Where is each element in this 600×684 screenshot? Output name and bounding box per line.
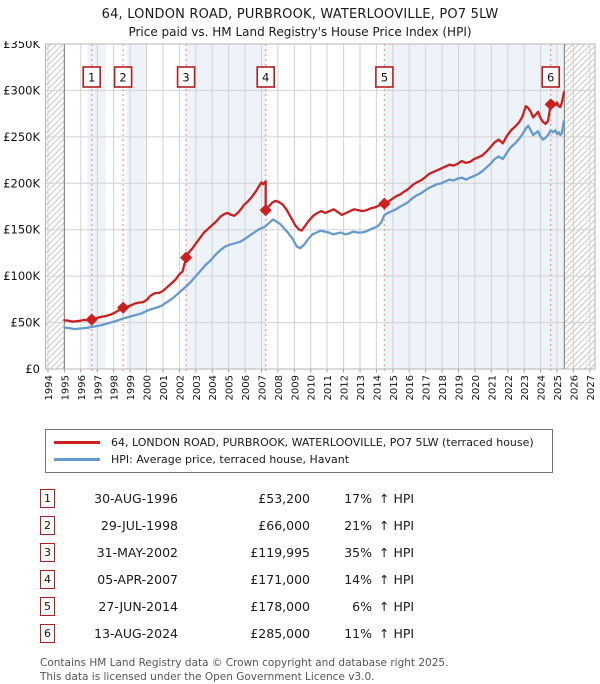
- sale-hpi-direction: ↑ HPI: [379, 626, 415, 641]
- svg-text:2024: 2024: [537, 375, 548, 400]
- svg-text:2026: 2026: [569, 375, 580, 400]
- svg-text:£200K: £200K: [3, 176, 40, 190]
- svg-text:£350K: £350K: [3, 41, 40, 51]
- sale-number-badge: 3: [40, 543, 55, 562]
- svg-text:5: 5: [381, 71, 388, 85]
- sale-number-badge: 2: [40, 516, 55, 535]
- chart-legend: 64, LONDON ROAD, PURBROOK, WATERLOOVILLE…: [45, 429, 553, 473]
- sale-hpi-direction: ↑ HPI: [379, 599, 415, 614]
- sale-hpi-percent: 35%: [344, 545, 372, 560]
- svg-text:1998: 1998: [110, 375, 121, 400]
- price-history-chart[interactable]: 1 2 3 4 5 6 £0 £50K £100K £150K £200K £250K £300K £35…: [0, 37, 600, 427]
- sale-hpi-direction: ↑ HPI: [379, 545, 415, 560]
- legend-line-sample: [54, 441, 100, 444]
- sale-date: 27-JUN-2014: [98, 599, 178, 614]
- sale-hpi-direction: ↑ HPI: [379, 518, 415, 533]
- sale-price: £285,000: [250, 626, 310, 641]
- sale-hpi-percent: 14%: [344, 572, 372, 587]
- legend-row: HPI: Average price, terraced house, Hava…: [54, 451, 546, 468]
- sale-price: £119,995: [250, 545, 310, 560]
- sale-price: £171,000: [250, 572, 310, 587]
- sale-row: 2 29-JUL-1998 £66,000 21% ↑ HPI: [40, 512, 600, 539]
- svg-text:6: 6: [547, 71, 554, 85]
- sale-date: 30-AUG-1996: [94, 491, 178, 506]
- svg-text:2008: 2008: [274, 375, 285, 400]
- svg-text:2010: 2010: [307, 375, 318, 400]
- sale-row: 3 31-MAY-2002 £119,995 35% ↑ HPI: [40, 539, 600, 566]
- sale-number-badge: 4: [40, 570, 55, 589]
- sales-table: 1 30-AUG-1996 £53,200 17% ↑ HPI 2 29-JUL…: [40, 485, 600, 647]
- svg-text:2021: 2021: [487, 375, 498, 400]
- sale-hpi-percent: 6%: [352, 599, 372, 614]
- page-subtitle: Price paid vs. HM Land Registry's House …: [128, 25, 472, 39]
- svg-text:2027: 2027: [586, 375, 597, 400]
- sale-hpi-percent: 21%: [344, 518, 372, 533]
- svg-text:2019: 2019: [455, 375, 466, 400]
- sale-date: 29-JUL-1998: [100, 518, 178, 533]
- svg-text:1999: 1999: [126, 375, 137, 400]
- sale-hpi-percent: 11%: [344, 626, 372, 641]
- svg-text:2023: 2023: [520, 375, 531, 400]
- svg-text:£250K: £250K: [3, 130, 40, 144]
- svg-text:2004: 2004: [208, 375, 219, 400]
- svg-text:£50K: £50K: [11, 316, 41, 330]
- license-line-1: Contains HM Land Registry data © Crown c…: [40, 657, 449, 669]
- svg-text:£0: £0: [25, 362, 40, 376]
- svg-text:2015: 2015: [389, 375, 400, 400]
- sale-number-badge: 5: [40, 597, 55, 616]
- license-line-2: This data is licensed under the Open Gov…: [40, 670, 375, 683]
- svg-text:2001: 2001: [159, 375, 170, 400]
- svg-text:1995: 1995: [60, 375, 71, 400]
- svg-text:2011: 2011: [323, 375, 334, 400]
- svg-text:2022: 2022: [504, 375, 515, 400]
- sale-number-badge: 1: [40, 489, 55, 508]
- svg-text:1994: 1994: [44, 375, 55, 400]
- page-title: 64, LONDON ROAD, PURBROOK, WATERLOOVILLE…: [101, 7, 499, 22]
- sale-row: 1 30-AUG-1996 £53,200 17% ↑ HPI: [40, 485, 600, 512]
- svg-text:1: 1: [88, 71, 95, 85]
- sale-hpi-percent: 17%: [344, 491, 372, 506]
- svg-text:2018: 2018: [438, 375, 449, 400]
- svg-text:2007: 2007: [258, 375, 269, 400]
- sale-date: 13-AUG-2024: [94, 626, 178, 641]
- svg-text:3: 3: [182, 71, 189, 85]
- svg-text:2006: 2006: [241, 375, 252, 400]
- svg-text:2017: 2017: [422, 375, 433, 400]
- svg-text:1997: 1997: [93, 375, 104, 400]
- svg-text:2005: 2005: [225, 375, 236, 400]
- sale-price: £66,000: [258, 518, 310, 533]
- svg-text:2000: 2000: [143, 375, 154, 400]
- svg-text:2012: 2012: [340, 375, 351, 400]
- svg-text:2025: 2025: [553, 375, 564, 400]
- svg-text:2003: 2003: [192, 375, 203, 400]
- svg-text:2009: 2009: [290, 375, 301, 400]
- svg-text:£300K: £300K: [3, 83, 40, 97]
- svg-text:£150K: £150K: [3, 223, 40, 237]
- sale-price: £53,200: [258, 491, 310, 506]
- sale-row: 6 13-AUG-2024 £285,000 11% ↑ HPI: [40, 620, 600, 647]
- svg-text:2014: 2014: [372, 375, 383, 400]
- svg-text:1996: 1996: [77, 375, 88, 400]
- sale-date: 05-APR-2007: [97, 572, 178, 587]
- sale-row: 5 27-JUN-2014 £178,000 6% ↑ HPI: [40, 593, 600, 620]
- legend-row: 64, LONDON ROAD, PURBROOK, WATERLOOVILLE…: [54, 434, 546, 451]
- legend-label: HPI: Average price, terraced house, Hava…: [111, 453, 350, 466]
- legend-line-sample: [54, 458, 100, 461]
- sale-date: 31-MAY-2002: [96, 545, 178, 560]
- sale-hpi-direction: ↑ HPI: [379, 572, 415, 587]
- sale-price: £178,000: [250, 599, 310, 614]
- sale-number-badge: 6: [40, 624, 55, 643]
- svg-text:2013: 2013: [356, 375, 367, 400]
- svg-text:£100K: £100K: [3, 269, 40, 283]
- sale-row: 4 05-APR-2007 £171,000 14% ↑ HPI: [40, 566, 600, 593]
- svg-text:2: 2: [119, 71, 126, 85]
- legend-label: 64, LONDON ROAD, PURBROOK, WATERLOOVILLE…: [111, 436, 534, 449]
- svg-text:2002: 2002: [175, 375, 186, 400]
- svg-text:2020: 2020: [471, 375, 482, 400]
- sale-hpi-direction: ↑ HPI: [379, 491, 415, 506]
- svg-text:2016: 2016: [405, 375, 416, 400]
- svg-text:4: 4: [262, 71, 269, 85]
